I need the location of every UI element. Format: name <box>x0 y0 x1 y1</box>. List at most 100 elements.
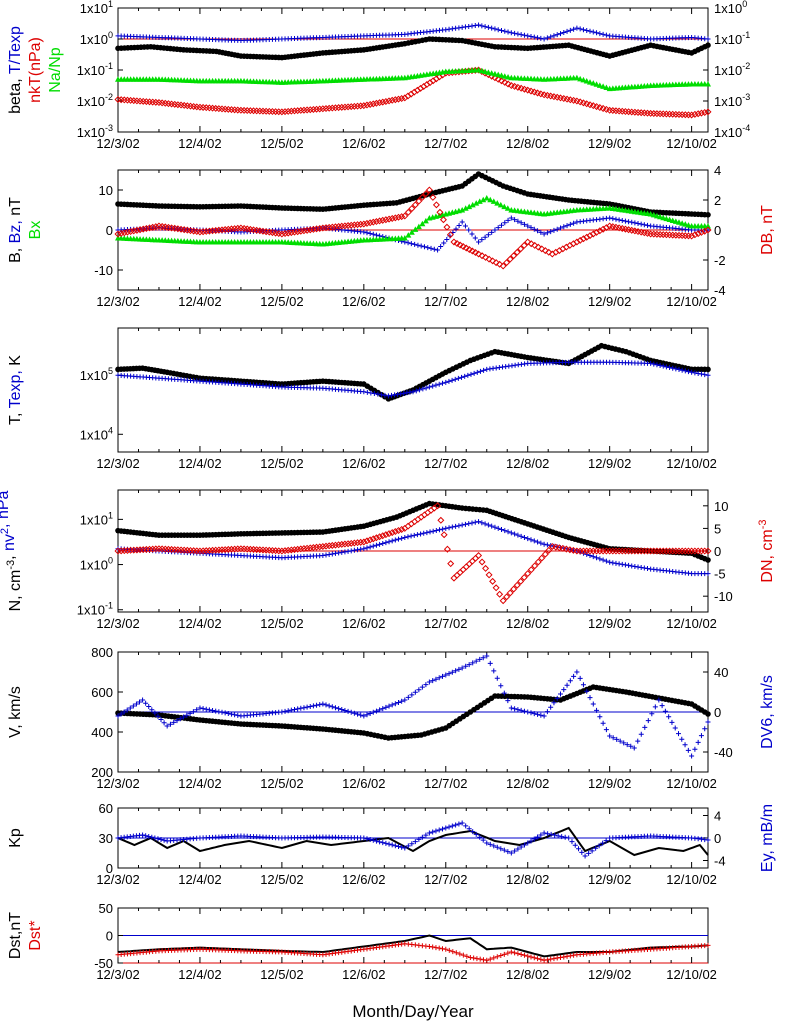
data-point <box>589 848 595 854</box>
data-point <box>600 83 607 89</box>
data-point <box>459 665 465 671</box>
data-point <box>501 951 507 957</box>
data-point <box>288 707 294 713</box>
data-point <box>567 27 573 33</box>
data-point <box>487 841 493 847</box>
data-point <box>626 219 632 225</box>
data-point <box>114 547 122 555</box>
data-point <box>695 739 701 745</box>
data-point <box>641 222 647 228</box>
data-point <box>361 389 367 395</box>
data-point <box>705 711 711 717</box>
data-point <box>603 32 609 38</box>
data-point <box>597 714 603 720</box>
data-point <box>705 719 711 725</box>
data-point <box>485 571 493 579</box>
data-point <box>372 99 380 107</box>
data-point <box>433 828 439 834</box>
data-point <box>469 201 476 208</box>
y-tick-label: 0 <box>106 223 113 238</box>
series-nkt <box>114 66 712 119</box>
data-point <box>405 843 411 849</box>
data-point <box>492 584 500 592</box>
x-tick-label: 12/10/02 <box>666 776 717 791</box>
data-point <box>492 259 500 267</box>
data-point <box>505 849 511 855</box>
data-point <box>404 208 412 216</box>
data-point <box>524 238 532 246</box>
data-point <box>475 250 483 258</box>
data-point <box>669 719 675 725</box>
data-point <box>587 28 593 34</box>
data-point <box>213 708 219 714</box>
data-point <box>287 229 295 237</box>
data-point <box>206 707 212 713</box>
data-point <box>412 226 419 232</box>
data-point <box>457 951 463 957</box>
data-point <box>444 237 450 242</box>
data-point <box>594 30 600 36</box>
data-point <box>441 240 447 246</box>
data-point <box>638 565 644 571</box>
data-point <box>423 385 429 391</box>
series-db <box>114 186 712 270</box>
data-point <box>622 218 628 224</box>
data-point <box>345 548 351 554</box>
data-point <box>701 108 709 116</box>
data-point <box>158 837 164 842</box>
data-point <box>656 697 662 703</box>
data-point <box>331 541 339 549</box>
data-point <box>600 557 606 563</box>
data-point <box>443 672 449 678</box>
data-point <box>571 220 577 226</box>
x-axis-title: Month/Day/Year <box>352 1002 474 1021</box>
data-point <box>411 532 417 538</box>
data-point <box>161 720 167 726</box>
data-point <box>705 837 711 843</box>
y-tick-label: 50 <box>99 901 113 916</box>
data-point <box>383 840 389 846</box>
data-point <box>705 223 711 229</box>
data-point <box>190 709 196 715</box>
data-point <box>196 547 204 555</box>
data-point <box>698 371 704 377</box>
series-line <box>117 826 709 857</box>
data-point <box>364 389 370 395</box>
data-point <box>603 838 609 844</box>
data-point <box>617 738 623 744</box>
data-point <box>466 203 473 210</box>
data-point <box>538 35 544 41</box>
panel-p5: 12/3/02 12/4/02 12/5/02 12/6/02 12/7/02 12/8/… <box>7 645 776 791</box>
data-point <box>388 96 396 104</box>
data-point <box>465 560 473 568</box>
data-point <box>531 226 537 232</box>
data-point <box>513 248 521 256</box>
data-point <box>385 215 393 223</box>
data-point <box>541 541 547 547</box>
data-point <box>328 104 336 112</box>
data-point <box>610 560 616 566</box>
data-point <box>475 66 483 74</box>
data-point <box>351 547 357 553</box>
data-point <box>502 220 508 226</box>
data-point <box>369 218 377 226</box>
data-point <box>576 236 584 244</box>
y2-tick-label: 5 <box>714 521 721 536</box>
data-point <box>373 838 379 844</box>
data-point <box>167 721 173 727</box>
data-point <box>506 589 514 597</box>
data-point <box>462 563 470 571</box>
y-tick-label: 400 <box>91 725 113 740</box>
series-dst- <box>115 941 711 963</box>
data-point <box>382 392 388 398</box>
data-point <box>408 229 415 235</box>
data-point <box>320 553 326 559</box>
data-point <box>584 27 590 33</box>
data-point <box>473 658 479 664</box>
data-point <box>579 235 587 243</box>
data-point <box>335 222 343 230</box>
data-point <box>531 955 537 961</box>
data-point <box>482 24 488 30</box>
data-point <box>130 546 138 554</box>
data-point <box>593 81 600 87</box>
